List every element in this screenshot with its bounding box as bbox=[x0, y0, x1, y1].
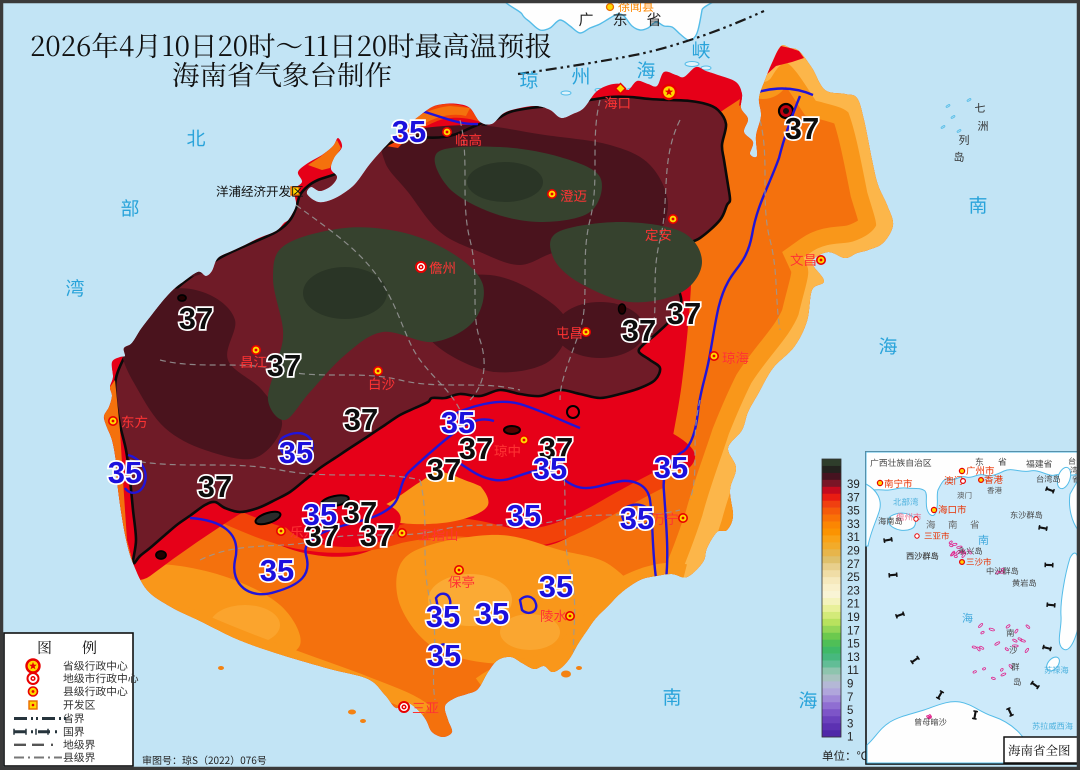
svg-text:37: 37 bbox=[198, 469, 232, 504]
svg-text:37: 37 bbox=[344, 402, 378, 437]
svg-text:37: 37 bbox=[847, 492, 860, 504]
svg-text:35: 35 bbox=[392, 114, 426, 149]
svg-text:33: 33 bbox=[847, 519, 860, 531]
svg-text:35: 35 bbox=[539, 569, 573, 604]
svg-text:37: 37 bbox=[267, 348, 301, 383]
svg-text:35: 35 bbox=[507, 498, 541, 533]
svg-text:1: 1 bbox=[847, 732, 853, 744]
svg-text:17: 17 bbox=[847, 625, 860, 637]
svg-text:13: 13 bbox=[847, 652, 860, 664]
svg-text:21: 21 bbox=[847, 599, 860, 611]
svg-text:35: 35 bbox=[475, 596, 509, 631]
svg-text:37: 37 bbox=[785, 111, 819, 146]
svg-text:23: 23 bbox=[847, 585, 860, 597]
svg-text:7: 7 bbox=[847, 692, 853, 704]
svg-text:35: 35 bbox=[108, 455, 142, 490]
svg-text:35: 35 bbox=[441, 405, 475, 440]
svg-text:37: 37 bbox=[360, 518, 394, 553]
svg-text:27: 27 bbox=[847, 559, 860, 571]
svg-text:37: 37 bbox=[622, 313, 656, 348]
svg-text:35: 35 bbox=[654, 450, 688, 485]
svg-text:37: 37 bbox=[539, 431, 573, 466]
svg-text:35: 35 bbox=[426, 599, 460, 634]
svg-text:5: 5 bbox=[847, 705, 853, 717]
svg-text:25: 25 bbox=[847, 572, 860, 584]
svg-text:15: 15 bbox=[847, 639, 860, 651]
svg-text:3: 3 bbox=[847, 718, 853, 730]
svg-text:37: 37 bbox=[667, 296, 701, 331]
svg-text:35: 35 bbox=[427, 638, 461, 673]
svg-text:35: 35 bbox=[533, 451, 567, 486]
svg-text:39: 39 bbox=[847, 479, 860, 491]
svg-text:37: 37 bbox=[305, 518, 339, 553]
svg-text:35: 35 bbox=[279, 435, 313, 470]
svg-text:35: 35 bbox=[260, 553, 294, 588]
svg-text:35: 35 bbox=[303, 497, 337, 532]
svg-text:29: 29 bbox=[847, 546, 860, 558]
svg-text:9: 9 bbox=[847, 679, 853, 691]
svg-text:11: 11 bbox=[847, 665, 859, 677]
svg-text:37: 37 bbox=[179, 301, 213, 336]
svg-text:19: 19 bbox=[847, 612, 860, 624]
svg-text:37: 37 bbox=[459, 431, 493, 466]
svg-text:31: 31 bbox=[847, 532, 860, 544]
svg-text:37: 37 bbox=[343, 495, 377, 530]
svg-text:37: 37 bbox=[427, 452, 461, 487]
svg-text:35: 35 bbox=[847, 506, 860, 518]
svg-text:35: 35 bbox=[620, 501, 654, 536]
